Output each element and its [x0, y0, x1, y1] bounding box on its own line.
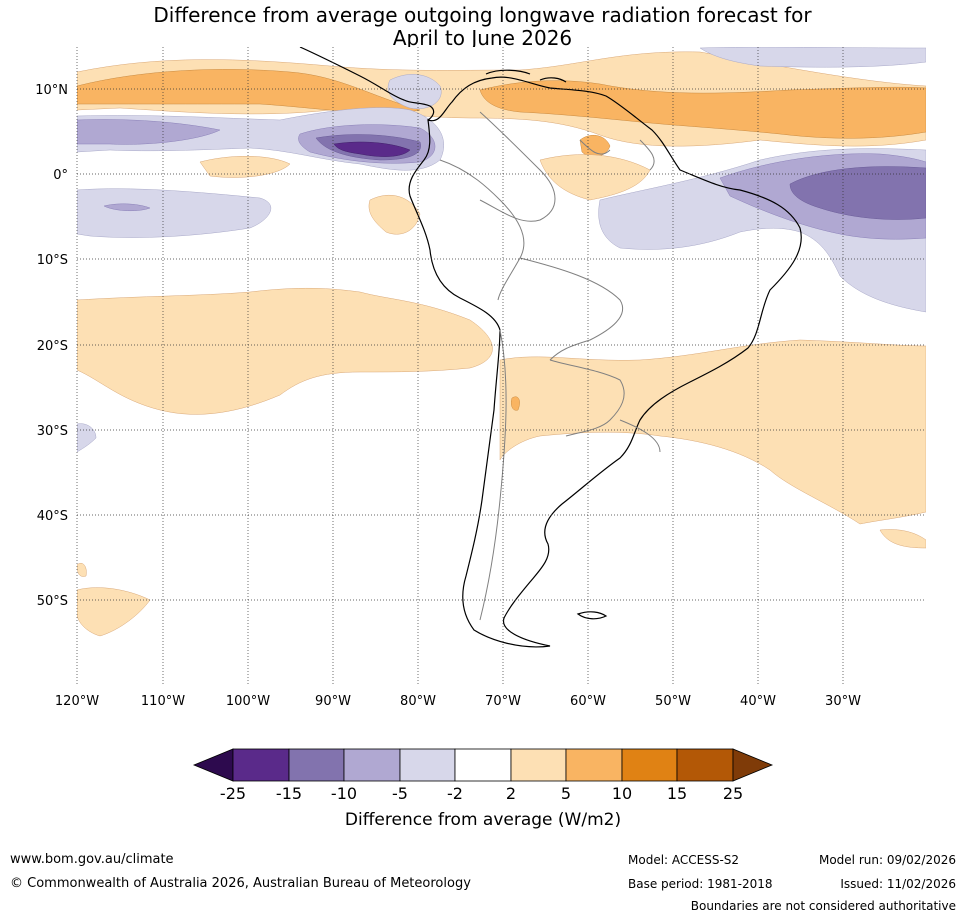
colorbar-tick: -10	[331, 784, 357, 803]
anomaly-patch-amazon-light-orange	[539, 154, 651, 201]
colorbar-max-extension	[732, 748, 774, 782]
colorbar-segment	[399, 748, 456, 782]
anomaly-band-south-america-light-orange	[499, 339, 926, 525]
title-line-1: Difference from average outgoing longwav…	[153, 3, 812, 27]
border-line	[479, 111, 556, 222]
border-line	[579, 139, 655, 171]
lat-label: 40°S	[37, 509, 68, 524]
lon-label: 60°W	[570, 694, 606, 709]
border-line	[619, 419, 661, 453]
anomaly-band-pacific-purple	[77, 119, 221, 145]
latitude-labels: 10°N 0° 10°S 20°S 30°S 40°S 50°S	[35, 83, 68, 609]
colorbar-tick: -5	[392, 784, 408, 803]
anomaly-patch-central-america-lavender	[387, 74, 442, 110]
colorbar-tick: 15	[667, 784, 687, 803]
anomaly-patch-far-south-light-orange	[77, 562, 87, 577]
colorbar-tick: -15	[276, 784, 302, 803]
coastlines	[299, 47, 802, 648]
anomaly-band-south-pacific-lavender	[77, 188, 272, 238]
colorbar	[192, 748, 774, 782]
lon-label: 50°W	[655, 694, 691, 709]
colorbar-segment	[343, 748, 401, 782]
anomaly-patch-andes-orange	[511, 396, 520, 411]
lon-label: 110°W	[141, 694, 185, 709]
chart-title: Difference from average outgoing longwav…	[0, 4, 965, 50]
anomaly-patch-panama-deep-purple	[333, 141, 411, 157]
lon-label: 120°W	[55, 694, 99, 709]
border-line	[519, 257, 624, 361]
colorbar-ticks: -25 -15 -10 -5 -2 2 5 10 15 25	[220, 784, 743, 803]
border-line	[439, 159, 525, 301]
footer-website: www.bom.gov.au/climate	[10, 852, 174, 867]
caribbean-islands	[485, 69, 567, 83]
south-america-coastline	[408, 76, 802, 648]
colorbar-segment	[621, 748, 678, 782]
colorbar-tick: 5	[561, 784, 571, 803]
colorbar-segment	[454, 748, 512, 782]
anomaly-band-caribbean-orange	[479, 80, 926, 139]
borders	[439, 111, 661, 621]
footer-copyright: © Commonwealth of Australia 2026, Austra…	[10, 876, 471, 891]
lat-label: 10°S	[37, 253, 68, 268]
anomaly-patch-peru-light-orange	[368, 195, 421, 235]
colorbar-title: Difference from average (W/m2)	[345, 810, 621, 830]
lon-label: 40°W	[740, 694, 776, 709]
anomaly-patch-equatorial-light-orange	[199, 156, 291, 178]
anomaly-patch-south-atlantic-light-orange	[879, 529, 926, 549]
colorbar-segment	[510, 748, 567, 782]
lon-label: 30°W	[825, 694, 861, 709]
border-line	[479, 329, 507, 621]
colorbar-segment	[288, 748, 345, 782]
anomaly-patch-pacific-small-purple	[103, 203, 151, 211]
longitude-labels: 120°W 110°W 100°W 90°W 80°W 70°W 60°W 50…	[55, 694, 861, 709]
lat-label: 0°	[53, 168, 68, 183]
footer-model: Model: ACCESS-S2	[628, 853, 740, 867]
lat-label: 30°S	[37, 424, 68, 439]
colorbar-tick: -2	[447, 784, 463, 803]
colorbar-tick: 10	[612, 784, 632, 803]
lon-label: 100°W	[226, 694, 270, 709]
graticule	[76, 47, 926, 685]
central-america-coastline	[299, 47, 435, 121]
colorbar-tick: -25	[220, 784, 246, 803]
colorbar-segment	[676, 748, 734, 782]
footer-model-run: Model run: 09/02/2026	[818, 853, 956, 867]
colorbar-segment	[565, 748, 623, 782]
lat-label: 20°S	[37, 339, 68, 354]
lon-label: 70°W	[485, 694, 521, 709]
anomaly-band-south-pacific-light-orange	[77, 287, 493, 415]
lat-label: 10°N	[35, 83, 68, 98]
anomaly-patch-north-atlantic-lavender	[699, 47, 926, 68]
lon-label: 90°W	[315, 694, 351, 709]
colorbar-segment	[232, 748, 290, 782]
colorbar-tick: 2	[506, 784, 516, 803]
footer-issued: Issued: 11/02/2026	[840, 877, 956, 891]
footer-base-period: Base period: 1981-2018	[628, 877, 773, 891]
lat-label: 50°S	[37, 594, 68, 609]
colorbar-min-extension	[192, 748, 234, 782]
title-line-2: April to June 2026	[392, 26, 573, 50]
colorbar-tick: 25	[723, 784, 743, 803]
anomaly-band-atlantic-dark-purple	[789, 166, 926, 220]
footer-disclaimer: Boundaries are not considered authoritat…	[690, 899, 956, 913]
anomaly-patch-southwest-lavender	[77, 423, 97, 453]
lon-label: 80°W	[400, 694, 436, 709]
anomaly-fields	[77, 47, 926, 637]
